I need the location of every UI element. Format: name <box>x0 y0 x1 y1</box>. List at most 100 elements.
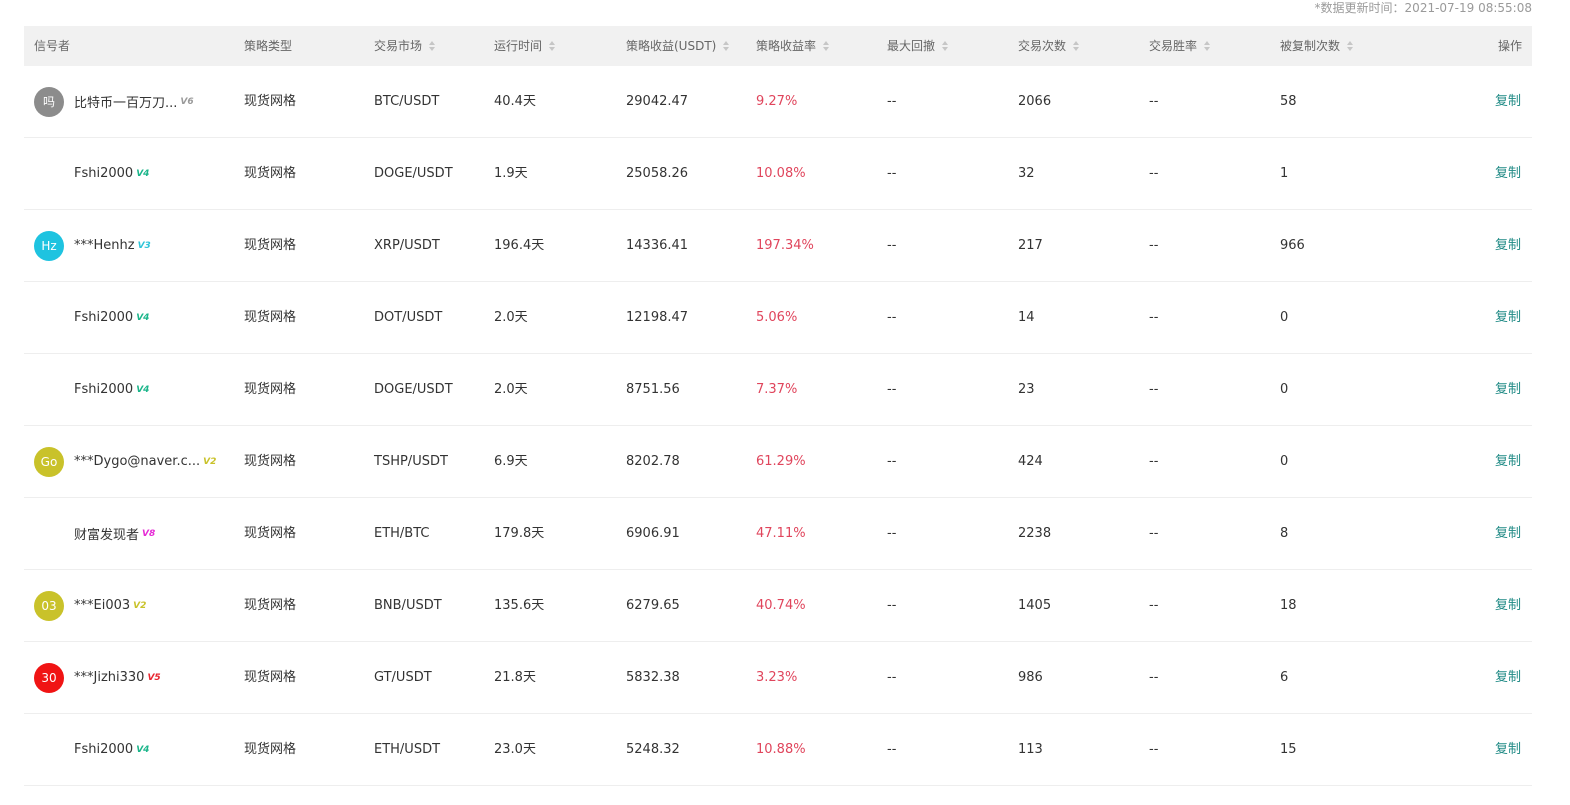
col-header-copies[interactable]: 被复制次数 <box>1280 26 1354 66</box>
trading-market: DOGE/USDT <box>374 382 453 397</box>
signaler-name-cell[interactable]: Fshi2000 V4 <box>74 714 149 785</box>
signaler-name[interactable]: ***Henhz <box>74 238 135 253</box>
copy-button[interactable]: 复制 <box>1494 454 1521 469</box>
copy-count: 58 <box>1280 94 1297 109</box>
signaler-name[interactable]: ***Ei003 <box>74 598 131 613</box>
col-header-trades[interactable]: 交易次数 <box>1018 26 1080 66</box>
avatar[interactable]: 吗 <box>34 87 64 117</box>
signaler-name[interactable]: Fshi2000 <box>74 742 134 757</box>
sort-icon[interactable] <box>549 41 556 51</box>
trade-count: 2066 <box>1018 94 1052 109</box>
table-row: 财富发现者 V8 现货网格 ETH/BTC 179.8天 6906.91 47.11% -- 2… <box>24 498 1532 570</box>
avatar[interactable]: 03 <box>34 591 64 621</box>
strategy-profit: 6279.65 <box>626 598 680 613</box>
copy-button[interactable]: 复制 <box>1494 166 1521 181</box>
col-label: 策略收益率 <box>756 39 817 53</box>
trade-count: 424 <box>1018 454 1043 469</box>
signaler-name[interactable]: Fshi2000 <box>74 310 134 325</box>
signaler-name[interactable]: Fshi2000 <box>74 166 134 181</box>
signaler-name-cell[interactable]: Fshi2000 V4 <box>74 282 149 353</box>
level-badge-icon: V4 <box>136 312 150 323</box>
table-row: 30 ***Jizhi330 V5 现货网格 GT/USDT 21.8天 5832.38 3.… <box>24 642 1532 714</box>
sort-icon[interactable] <box>1347 41 1354 51</box>
copy-count: 0 <box>1280 382 1289 397</box>
trading-market: XRP/USDT <box>374 238 440 253</box>
trade-count: 1405 <box>1018 598 1052 613</box>
win-rate: -- <box>1149 598 1159 613</box>
sort-icon[interactable] <box>1073 41 1080 51</box>
run-time: 1.9天 <box>494 166 528 181</box>
sort-icon[interactable] <box>1204 41 1211 51</box>
col-header-profit[interactable]: 策略收益(USDT) <box>626 26 730 66</box>
signaler-name-cell[interactable]: Fshi2000 V4 <box>74 138 149 209</box>
profit-rate: 197.34% <box>756 238 814 253</box>
level-badge-icon: V3 <box>137 240 151 251</box>
copy-count: 6 <box>1280 670 1289 685</box>
copy-button[interactable]: 复制 <box>1494 526 1521 541</box>
strategy-ranking-table: 信号者 策略类型 交易市场 运行时间 策略收益(USDT) 策略收益率 最大回撤… <box>24 26 1532 786</box>
copy-button[interactable]: 复制 <box>1494 598 1521 613</box>
run-time: 196.4天 <box>494 238 545 253</box>
col-header-market[interactable]: 交易市场 <box>374 26 436 66</box>
profit-rate: 3.23% <box>756 670 798 685</box>
sort-icon[interactable] <box>823 41 830 51</box>
copy-button[interactable]: 复制 <box>1494 382 1521 397</box>
level-badge-icon: V4 <box>136 168 150 179</box>
profit-rate: 5.06% <box>756 310 798 325</box>
strategy-type: 现货网格 <box>244 670 297 685</box>
profit-rate: 61.29% <box>756 454 806 469</box>
signaler-name-cell[interactable]: ***Jizhi330 V5 <box>74 642 161 713</box>
table-row: 吗比特币一百万刀... V6 现货网格 BTC/USDT 40.4天 29042.47 9.… <box>24 66 1532 138</box>
copy-button[interactable]: 复制 <box>1494 310 1521 325</box>
trading-market: DOT/USDT <box>374 310 443 325</box>
copy-count: 0 <box>1280 454 1289 469</box>
signaler-name-cell[interactable]: ***Henhz V3 <box>74 210 151 281</box>
signaler-name[interactable]: ***Dygo@naver.c... <box>74 454 201 469</box>
avatar[interactable]: Go <box>34 447 64 477</box>
sort-icon[interactable] <box>942 41 949 51</box>
profit-rate: 7.37% <box>756 382 798 397</box>
col-header-max-drawdown[interactable]: 最大回撤 <box>887 26 949 66</box>
col-label: 操作 <box>1497 39 1522 53</box>
strategy-type: 现货网格 <box>244 310 297 325</box>
col-header-rate[interactable]: 策略收益率 <box>756 26 830 66</box>
max-drawdown: -- <box>887 598 897 613</box>
col-header-run-time[interactable]: 运行时间 <box>494 26 556 66</box>
col-header-win-rate[interactable]: 交易胜率 <box>1149 26 1211 66</box>
signaler-name-cell[interactable]: 财富发现者 V8 <box>74 498 155 569</box>
signaler-name[interactable]: 比特币一百万刀... <box>74 96 178 111</box>
strategy-profit: 5248.32 <box>626 742 680 757</box>
strategy-profit: 12198.47 <box>626 310 689 325</box>
run-time: 23.0天 <box>494 742 536 757</box>
signaler-name[interactable]: Fshi2000 <box>74 382 134 397</box>
level-badge-icon: V2 <box>203 456 217 467</box>
avatar[interactable]: Hz <box>34 231 64 261</box>
win-rate: -- <box>1149 526 1159 541</box>
sort-icon[interactable] <box>723 41 730 51</box>
max-drawdown: -- <box>887 94 897 109</box>
max-drawdown: -- <box>887 166 897 181</box>
copy-button[interactable]: 复制 <box>1494 238 1521 253</box>
max-drawdown: -- <box>887 526 897 541</box>
sort-icon[interactable] <box>429 41 436 51</box>
signaler-name-cell[interactable]: 比特币一百万刀... V6 <box>74 66 194 137</box>
avatar[interactable]: 30 <box>34 663 64 693</box>
profit-rate: 10.88% <box>756 742 806 757</box>
copy-button[interactable]: 复制 <box>1494 94 1521 109</box>
signaler-name[interactable]: ***Jizhi330 <box>74 670 145 685</box>
table-row: Fshi2000 V4 现货网格 DOT/USDT 2.0天 12198.47 5.06% -… <box>24 282 1532 354</box>
trading-market: TSHP/USDT <box>374 454 448 469</box>
copy-count: 15 <box>1280 742 1297 757</box>
table-row: Fshi2000 V4 现货网格 DOGE/USDT 1.9天 25058.26 10.08… <box>24 138 1532 210</box>
signaler-name-cell[interactable]: Fshi2000 V4 <box>74 354 149 425</box>
copy-button[interactable]: 复制 <box>1494 742 1521 757</box>
signaler-name[interactable]: 财富发现者 <box>74 528 140 543</box>
run-time: 179.8天 <box>494 526 545 541</box>
signaler-name-cell[interactable]: ***Ei003 V2 <box>74 570 146 641</box>
copy-button[interactable]: 复制 <box>1494 670 1521 685</box>
win-rate: -- <box>1149 742 1159 757</box>
signaler-name-cell[interactable]: ***Dygo@naver.c... V2 <box>74 426 216 497</box>
table-row: Go ***Dygo@naver.c... V2 现货网格 TSHP/USDT 6.9天 8… <box>24 426 1532 498</box>
level-badge-icon: V2 <box>133 600 147 611</box>
strategy-profit: 25058.26 <box>626 166 689 181</box>
